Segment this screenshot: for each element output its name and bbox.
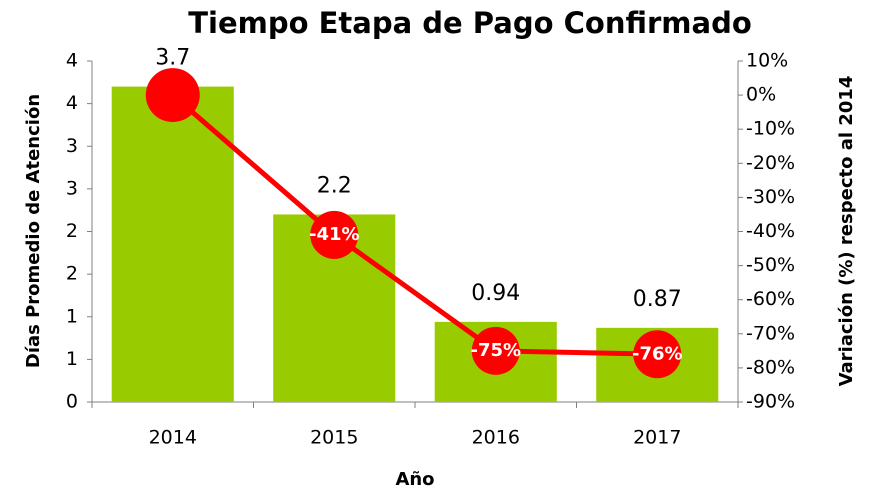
y-tick-label: 1 [66, 305, 78, 327]
bar-value-label: 0.87 [633, 287, 682, 312]
y2-tick-label: -20% [746, 152, 795, 174]
bar-value-label: 2.2 [317, 173, 352, 198]
y2-tick-label: -50% [746, 254, 795, 276]
y2-tick-label: -10% [746, 118, 795, 140]
y-tick-label: 4 [66, 92, 78, 114]
y2-tick-label: 10% [746, 50, 788, 72]
x-axis-label: Año [395, 469, 434, 490]
y-tick-label: 0 [66, 391, 78, 413]
bar [111, 86, 234, 402]
bar-value-label: 0.94 [471, 281, 520, 306]
y2-tick-label: -40% [746, 220, 795, 242]
y-tick-label: 4 [66, 50, 78, 72]
point-value-label: -75% [470, 340, 521, 361]
y-tick-label: 3 [66, 177, 78, 199]
y-tick-label: 1 [66, 348, 78, 370]
line-point [145, 68, 200, 123]
bar-value-label: 3.7 [155, 46, 190, 71]
x-tick-label: 2016 [472, 427, 520, 449]
point-value-label: -41% [309, 224, 360, 245]
x-tick-label: 2015 [310, 427, 358, 449]
y-tick-label: 2 [66, 263, 78, 285]
y2-tick-label: 0% [746, 84, 776, 106]
y2-axis-label: Variación (%) respecto al 2014 [836, 76, 857, 387]
y2-tick-label: -60% [746, 288, 795, 310]
chart-title: Tiempo Etapa de Pago Confirmado [188, 6, 752, 40]
x-tick-label: 2017 [633, 427, 681, 449]
point-value-label: -76% [632, 343, 683, 364]
line-point [310, 210, 359, 259]
y2-tick-label: -80% [746, 356, 795, 378]
y2-tick-label: -70% [746, 322, 795, 344]
y2-tick-label: -30% [746, 186, 795, 208]
x-tick-label: 2014 [149, 427, 197, 449]
y-tick-label: 2 [66, 220, 78, 242]
y-axis-label: Días Promedio de Atención [23, 94, 44, 368]
y2-tick-label: -90% [746, 391, 795, 413]
line [171, 93, 658, 357]
line-point [633, 330, 682, 379]
y-tick-label: 3 [66, 135, 78, 157]
line-point [471, 326, 520, 375]
